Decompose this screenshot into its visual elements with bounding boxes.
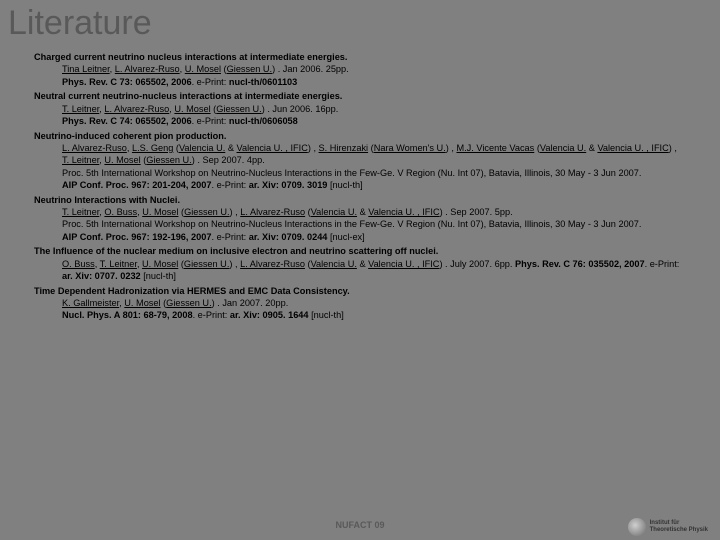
- author-link[interactable]: O. Buss: [62, 259, 95, 269]
- reference-item: Time Dependent Hadronization via HERMES …: [34, 285, 686, 322]
- author-link[interactable]: Nara Women's U.: [374, 143, 446, 153]
- page-title: Literature: [0, 0, 720, 51]
- author-link[interactable]: Tina Leitner: [62, 64, 110, 74]
- reference-body: Tina Leitner, L. Alvarez-Ruso, U. Mosel …: [34, 63, 686, 88]
- reference-title: Time Dependent Hadronization via HERMES …: [34, 285, 686, 297]
- author-link[interactable]: Valencia U. , IFIC: [597, 143, 668, 153]
- reference-body: T. Leitner, O. Buss, U. Mosel (Giessen U…: [34, 206, 686, 243]
- author-link[interactable]: Giessen U.: [146, 155, 191, 165]
- author-link[interactable]: T. Leitner: [100, 259, 137, 269]
- author-link[interactable]: U. Mosel: [142, 207, 178, 217]
- author-link[interactable]: L. Alvarez-Ruso: [104, 104, 169, 114]
- author-link[interactable]: U. Mosel: [104, 155, 140, 165]
- author-link[interactable]: K. Gallmeister: [62, 298, 119, 308]
- literature-list: Charged current neutrino nucleus interac…: [0, 51, 720, 322]
- reference-item: Charged current neutrino nucleus interac…: [34, 51, 686, 88]
- author-link[interactable]: T. Leitner: [62, 207, 99, 217]
- author-link[interactable]: S. Hirenzaki: [319, 143, 369, 153]
- globe-icon: [628, 518, 646, 536]
- author-link[interactable]: L.S. Geng: [132, 143, 173, 153]
- author-link[interactable]: L. Alvarez-Ruso: [115, 64, 180, 74]
- reference-item: The Influence of the nuclear medium on i…: [34, 245, 686, 282]
- reference-item: Neutral current neutrino-nucleus interac…: [34, 90, 686, 127]
- reference-title: Neutrino-induced coherent pion productio…: [34, 130, 686, 142]
- author-link[interactable]: Giessen U.: [184, 207, 229, 217]
- author-link[interactable]: T. Leitner: [62, 155, 99, 165]
- author-link[interactable]: L. Alvarez-Ruso: [62, 143, 127, 153]
- reference-body: L. Alvarez-Ruso, L.S. Geng (Valencia U. …: [34, 142, 686, 192]
- author-link[interactable]: Giessen U.: [166, 298, 211, 308]
- reference-title: The Influence of the nuclear medium on i…: [34, 245, 686, 257]
- author-link[interactable]: Valencia U.: [311, 259, 357, 269]
- reference-body: O. Buss, T. Leitner, U. Mosel (Giessen U…: [34, 258, 686, 283]
- author-link[interactable]: Valencia U.: [311, 207, 357, 217]
- author-link[interactable]: Giessen U.: [184, 259, 229, 269]
- reference-title: Neutral current neutrino-nucleus interac…: [34, 90, 686, 102]
- author-link[interactable]: U. Mosel: [185, 64, 221, 74]
- reference-item: Neutrino Interactions with Nuclei.T. Lei…: [34, 194, 686, 244]
- author-link[interactable]: M.J. Vicente Vacas: [456, 143, 534, 153]
- author-link[interactable]: Valencia U. , IFIC: [237, 143, 308, 153]
- author-link[interactable]: L. Alvarez-Ruso: [240, 259, 305, 269]
- logo-line-1: Institut für: [650, 520, 708, 527]
- author-link[interactable]: Valencia U.: [540, 143, 586, 153]
- reference-title: Charged current neutrino nucleus interac…: [34, 51, 686, 63]
- reference-body: K. Gallmeister, U. Mosel (Giessen U.) . …: [34, 297, 686, 322]
- reference-title: Neutrino Interactions with Nuclei.: [34, 194, 686, 206]
- author-link[interactable]: T. Leitner: [62, 104, 99, 114]
- author-link[interactable]: O. Buss: [104, 207, 137, 217]
- logo-line-2: Theoretische Physik: [650, 527, 708, 534]
- author-link[interactable]: U. Mosel: [174, 104, 210, 114]
- author-link[interactable]: Valencia U.: [179, 143, 225, 153]
- author-link[interactable]: L. Alvarez-Ruso: [240, 207, 305, 217]
- footer-text: NUFACT 09: [0, 520, 720, 530]
- author-link[interactable]: Valencia U. , IFIC: [368, 259, 439, 269]
- reference-body: T. Leitner, L. Alvarez-Ruso, U. Mosel (G…: [34, 103, 686, 128]
- author-link[interactable]: Giessen U.: [216, 104, 261, 114]
- institute-logo: Institut für Theoretische Physik: [628, 518, 708, 536]
- reference-item: Neutrino-induced coherent pion productio…: [34, 130, 686, 192]
- author-link[interactable]: Valencia U. , IFIC: [368, 207, 439, 217]
- author-link[interactable]: U. Mosel: [142, 259, 178, 269]
- author-link[interactable]: Giessen U.: [227, 64, 272, 74]
- author-link[interactable]: U. Mosel: [124, 298, 160, 308]
